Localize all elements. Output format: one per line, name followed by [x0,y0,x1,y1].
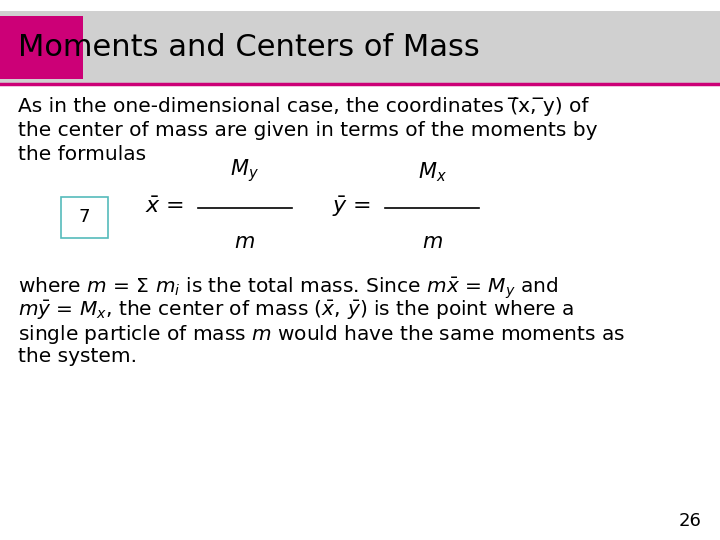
Bar [0,16,83,79]
Bar [0,11,720,84]
Text: As in the one-dimensional case, the coordinates (̅x, ̅y) of: As in the one-dimensional case, the coor… [18,97,588,116]
Text: the formulas: the formulas [18,145,146,164]
Text: $m$: $m$ [234,232,256,252]
Text: the system.: the system. [18,347,137,366]
Text: $\bar{x}$ =: $\bar{x}$ = [145,197,184,217]
Text: $M_x$: $M_x$ [418,160,446,184]
Text: single particle of mass $m$ would have the same moments as: single particle of mass $m$ would have t… [18,323,626,346]
Text: Moments and Centers of Mass: Moments and Centers of Mass [18,33,480,62]
Text: 26: 26 [679,512,702,530]
Text: $M_y$: $M_y$ [230,157,259,184]
Text: 7: 7 [79,208,90,226]
Text: $m\bar{y}$ = $M_x$, the center of mass $(\bar{x},\, \bar{y})$ is the point where: $m\bar{y}$ = $M_x$, the center of mass $… [18,299,574,322]
Text: where $m$ = $\Sigma$ $m_i$ is the total mass. Since $m\bar{x}$ = $M_y$ and: where $m$ = $\Sigma$ $m_i$ is the total … [18,275,558,301]
Text: $m$: $m$ [421,232,443,252]
FancyBboxPatch shape [61,197,108,238]
Text: the center of mass are given in terms of the moments by: the center of mass are given in terms of… [18,121,598,140]
Text: $\bar{y}$ =: $\bar{y}$ = [332,194,371,219]
